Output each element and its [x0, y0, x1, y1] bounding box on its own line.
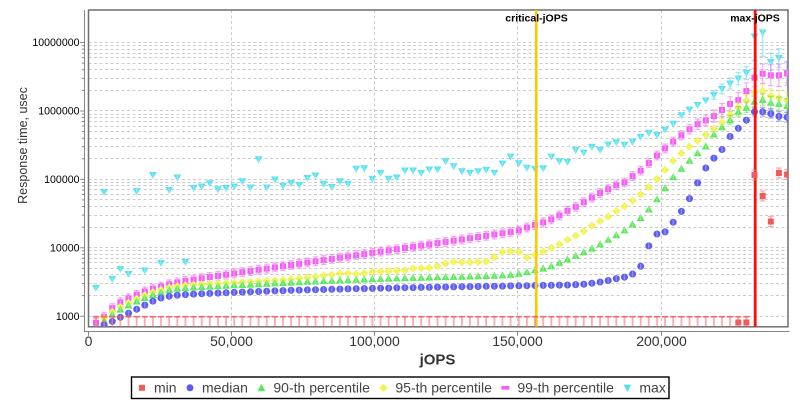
svg-text:critical-jOPS: critical-jOPS	[505, 13, 567, 25]
svg-text:jOPS: jOPS	[419, 352, 456, 369]
svg-text:10000000: 10000000	[32, 37, 79, 49]
svg-text:95-th percentile: 95-th percentile	[395, 380, 492, 396]
svg-text:90-th percentile: 90-th percentile	[273, 380, 370, 396]
svg-text:100,000: 100,000	[349, 333, 400, 349]
svg-text:200,000: 200,000	[636, 333, 687, 349]
svg-text:99-th percentile: 99-th percentile	[517, 380, 614, 396]
svg-text:100000: 100000	[44, 174, 79, 186]
svg-text:min: min	[154, 380, 177, 396]
svg-text:50,000: 50,000	[210, 333, 253, 349]
svg-text:max: max	[639, 380, 665, 396]
svg-text:max-jOPS: max-jOPS	[730, 13, 780, 25]
svg-text:Response time, usec: Response time, usec	[16, 87, 30, 204]
svg-text:150,000: 150,000	[492, 333, 543, 349]
svg-text:1000000: 1000000	[38, 106, 79, 118]
svg-text:median: median	[202, 380, 248, 396]
svg-text:0: 0	[85, 333, 93, 349]
svg-text:1000: 1000	[56, 311, 80, 323]
svg-text:10000: 10000	[50, 242, 80, 254]
